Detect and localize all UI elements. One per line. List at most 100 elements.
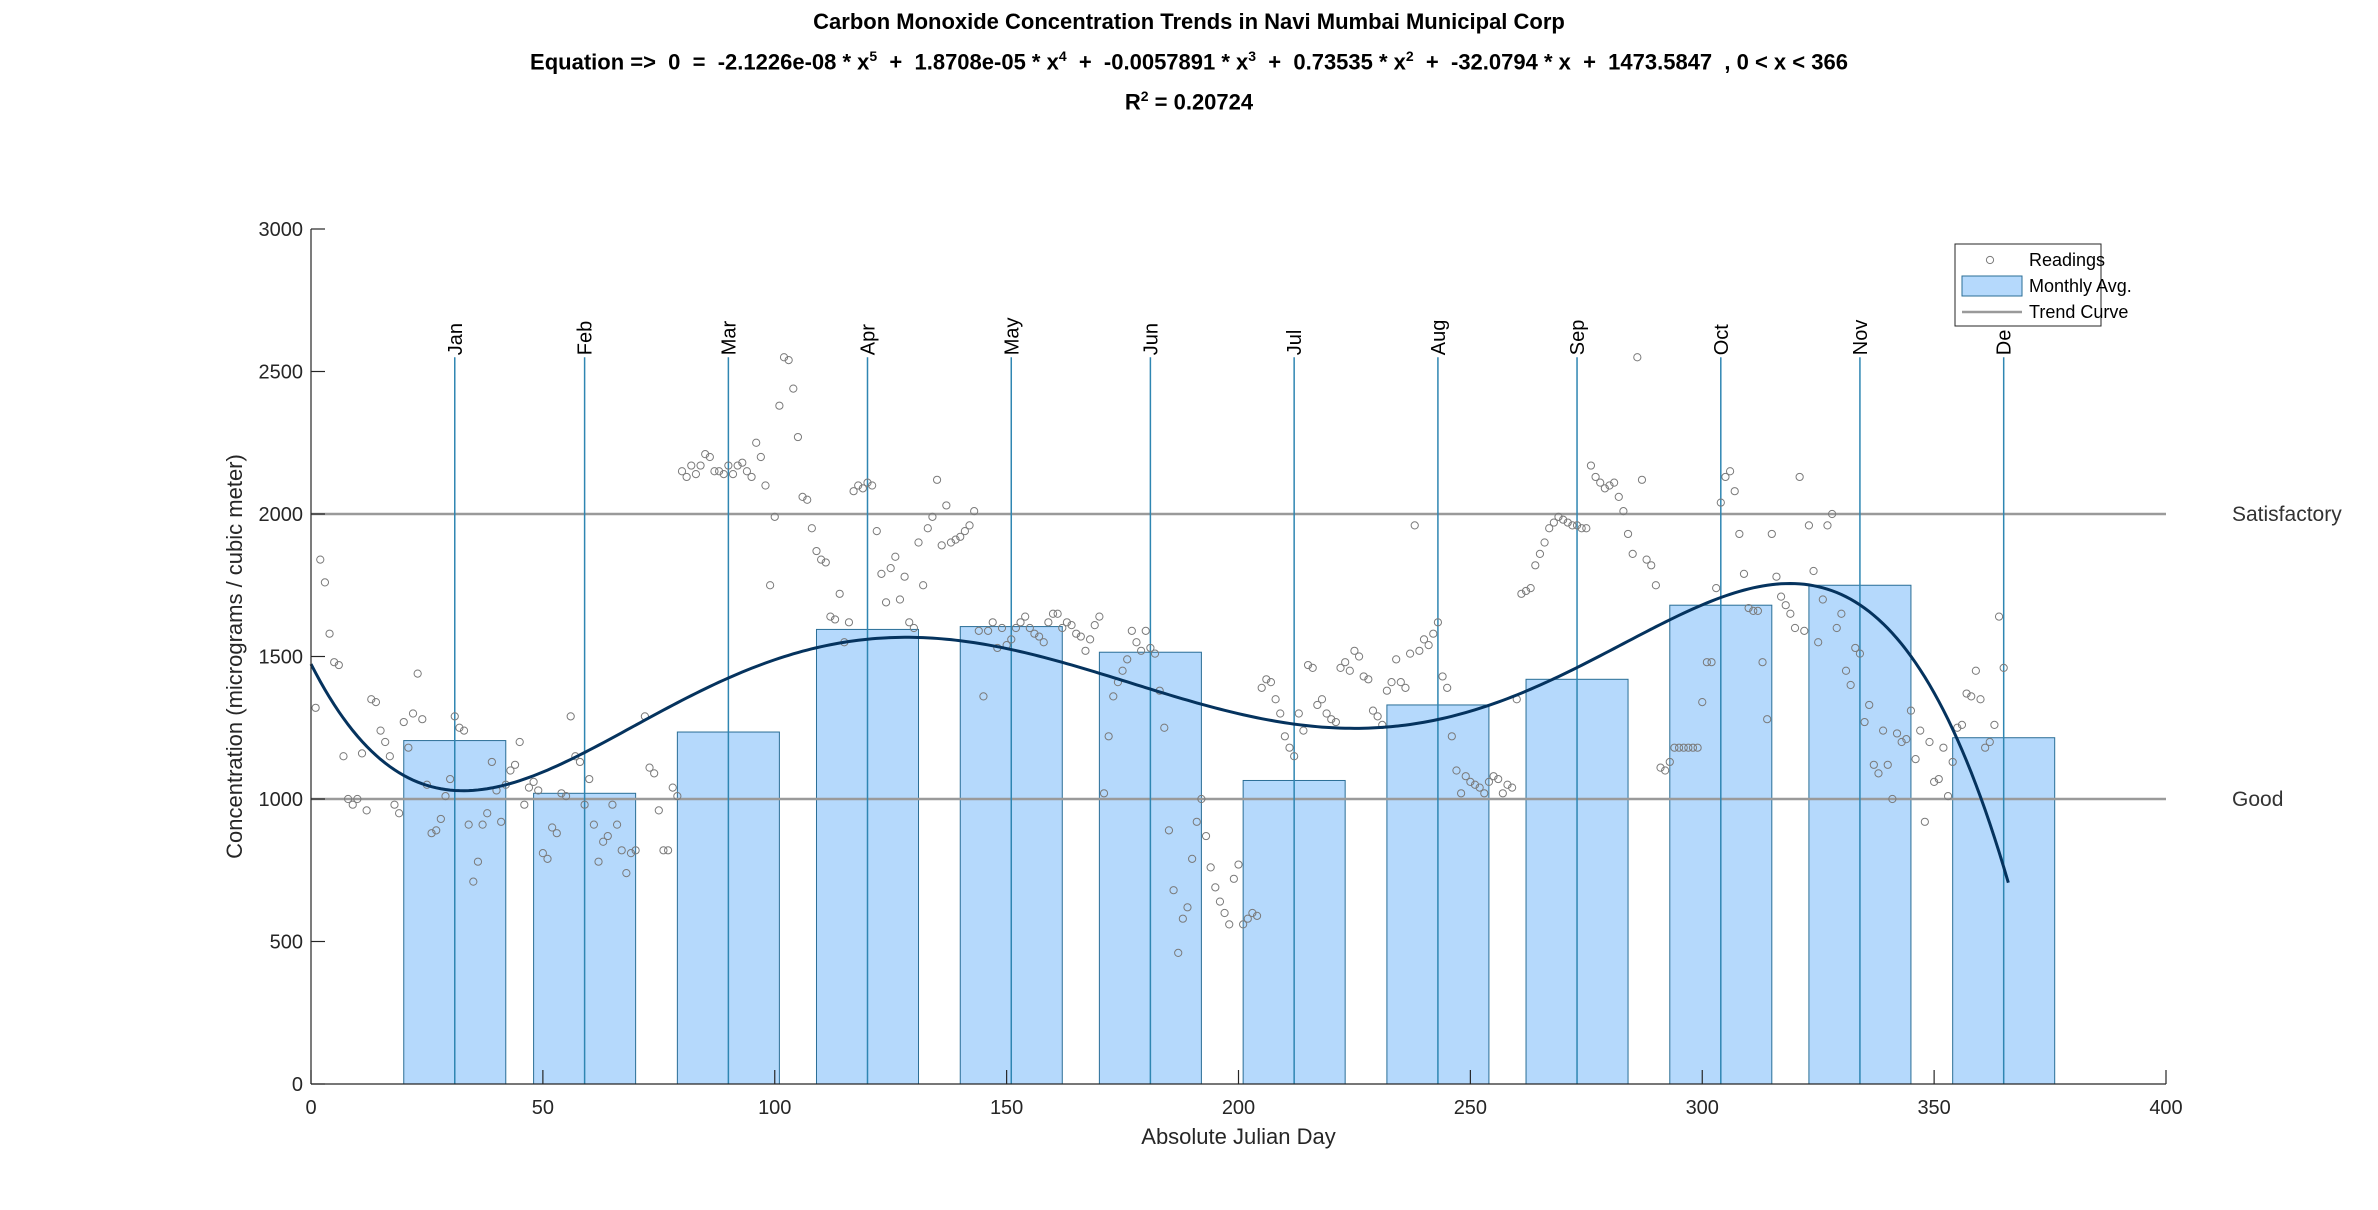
reading-point bbox=[395, 809, 404, 818]
reading-point bbox=[1772, 572, 1781, 581]
reading-point bbox=[1470, 780, 1480, 789]
reading-point bbox=[1892, 729, 1902, 738]
reading-point bbox=[1178, 914, 1187, 923]
reading-point bbox=[418, 715, 427, 724]
reading-point bbox=[1290, 752, 1299, 761]
reading-point bbox=[937, 541, 946, 550]
reading-point bbox=[1118, 666, 1127, 675]
reading-point bbox=[1981, 743, 1990, 752]
reading-point bbox=[1846, 680, 1855, 690]
reading-point bbox=[1596, 478, 1605, 487]
reading-point bbox=[1146, 643, 1155, 653]
reading-point bbox=[1610, 478, 1619, 487]
axes: 0 50 100 150 200 250 300 350 400 0 500 1000 1500 2000… bbox=[222, 219, 2183, 1149]
reading-point bbox=[881, 598, 891, 607]
y-axis-label: Concentration (micrograms / cubic meter) bbox=[222, 454, 247, 859]
reading-point bbox=[557, 789, 566, 798]
reading-point bbox=[854, 481, 863, 490]
month-label-may: May bbox=[1001, 317, 1023, 355]
reading-point bbox=[1494, 774, 1503, 784]
reading-point bbox=[1461, 772, 1470, 781]
reading-point bbox=[877, 569, 886, 578]
reading-point bbox=[872, 527, 881, 536]
reading-point bbox=[464, 820, 473, 829]
eq-exp-3: 3 bbox=[1248, 48, 1257, 64]
reading-point bbox=[325, 629, 334, 638]
reading-point bbox=[1554, 512, 1563, 521]
month-label-aug: Aug bbox=[1428, 320, 1450, 356]
reading-point bbox=[1721, 472, 1730, 482]
reading-point bbox=[919, 581, 928, 590]
reading-point bbox=[1665, 757, 1674, 767]
reference-lines: Satisfactory Good bbox=[311, 503, 2342, 811]
reading-point bbox=[1090, 621, 1099, 630]
reading-point bbox=[1095, 612, 1104, 621]
reading-point bbox=[1953, 723, 1962, 732]
reading-point bbox=[895, 595, 905, 604]
y-tick-label: 0 bbox=[292, 1074, 303, 1096]
reading-point bbox=[1164, 826, 1174, 835]
reading-point bbox=[803, 495, 812, 504]
reading-point bbox=[1401, 683, 1410, 692]
reading-point bbox=[1317, 695, 1327, 704]
reading-point bbox=[663, 846, 673, 855]
reading-point bbox=[728, 470, 738, 479]
reading-point bbox=[1647, 561, 1656, 570]
month-label-sep: Sep bbox=[1567, 320, 1589, 356]
reading-point bbox=[673, 792, 682, 801]
reading-point bbox=[1591, 472, 1600, 482]
reading-point bbox=[891, 552, 900, 561]
reading-point bbox=[1220, 908, 1229, 918]
reading-point bbox=[1229, 874, 1238, 883]
reading-point bbox=[1851, 643, 1860, 653]
reading-point bbox=[1127, 626, 1136, 635]
reading-point bbox=[1433, 618, 1443, 627]
reading-point bbox=[1016, 618, 1025, 627]
reading-point bbox=[1563, 518, 1572, 527]
reading-point bbox=[849, 487, 858, 496]
reading-point bbox=[1795, 472, 1804, 482]
reading-point bbox=[473, 857, 483, 866]
reading-point bbox=[1248, 908, 1257, 918]
reading-point bbox=[1767, 529, 1776, 539]
y-tick-label: 1500 bbox=[259, 647, 304, 669]
chart-r-squared: R2 = 0.20724 bbox=[0, 79, 2378, 119]
reading-point bbox=[1716, 498, 1725, 507]
reading-point bbox=[1364, 675, 1373, 684]
reading-point bbox=[1086, 635, 1095, 644]
reading-point bbox=[1586, 461, 1596, 470]
reading-point bbox=[1605, 481, 1614, 490]
reading-point bbox=[1535, 549, 1545, 559]
reading-point bbox=[344, 794, 353, 804]
reading-point bbox=[705, 452, 714, 462]
reading-point bbox=[408, 709, 418, 718]
reading-point bbox=[1531, 561, 1540, 570]
reading-point bbox=[1540, 538, 1549, 547]
reading-point bbox=[316, 555, 325, 564]
y-tick-label: 1000 bbox=[259, 789, 304, 811]
reading-point bbox=[724, 461, 733, 470]
reading-point bbox=[1280, 732, 1289, 741]
reading-point bbox=[766, 581, 775, 590]
reading-point bbox=[645, 763, 654, 772]
reading-point bbox=[1257, 683, 1266, 692]
reading-point bbox=[844, 618, 854, 627]
month-label-apr: Apr bbox=[858, 324, 880, 355]
r2-value: = 0.20724 bbox=[1148, 89, 1254, 115]
reading-point bbox=[1508, 783, 1517, 792]
reading-point bbox=[1252, 911, 1262, 920]
reading-point bbox=[793, 432, 803, 442]
reading-point bbox=[1702, 658, 1711, 667]
reading-point bbox=[608, 800, 617, 809]
reading-point bbox=[1368, 706, 1378, 715]
eq-suffix: + -32.0794 * x + 1473.5847 , 0 < x < 366 bbox=[1413, 49, 1848, 75]
reading-point bbox=[1475, 783, 1484, 792]
reading-point bbox=[1188, 854, 1197, 863]
reading-point bbox=[868, 481, 877, 490]
reading-point bbox=[928, 512, 937, 521]
reading-point bbox=[650, 769, 659, 778]
reading-point bbox=[1405, 649, 1415, 658]
reading-point bbox=[441, 792, 450, 801]
reading-point bbox=[1081, 646, 1090, 655]
month-label-jul: Jul bbox=[1284, 330, 1306, 356]
